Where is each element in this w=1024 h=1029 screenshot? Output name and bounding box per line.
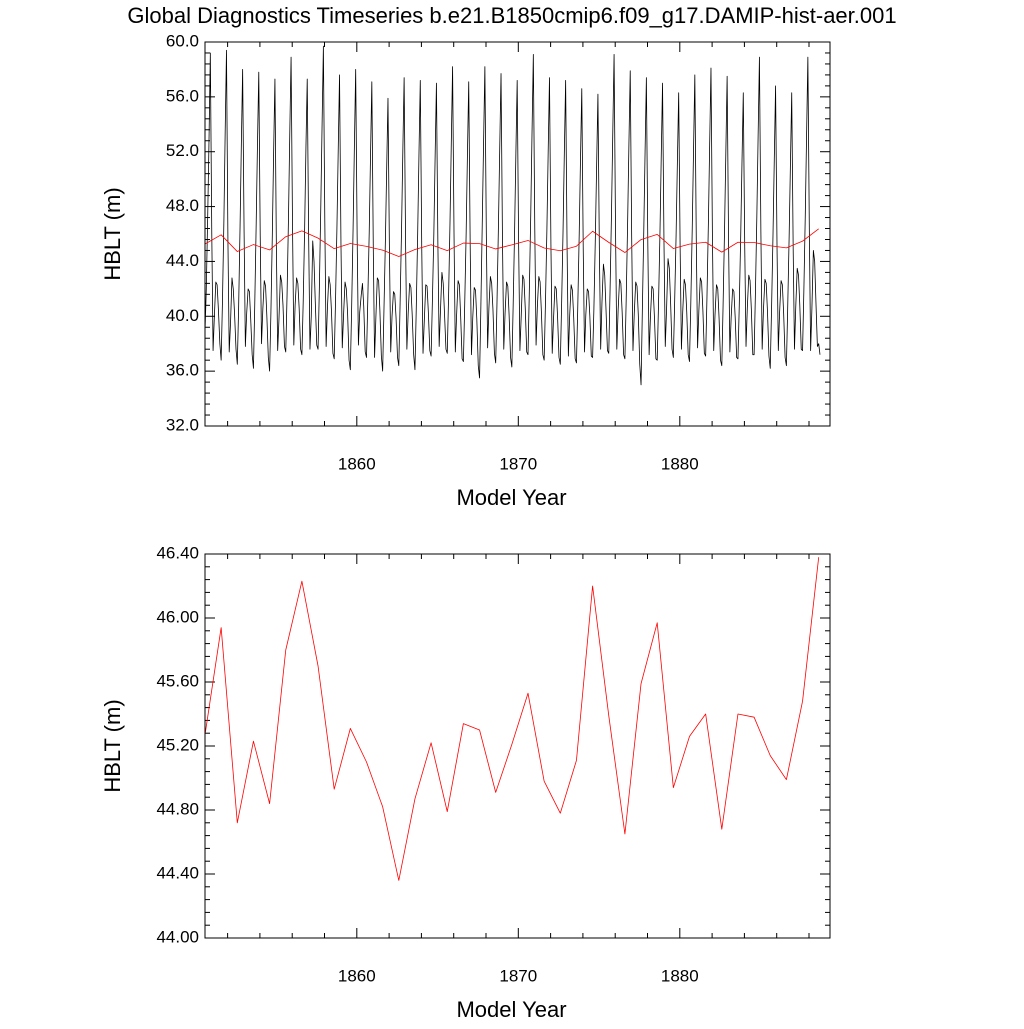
y-tick-label: 46.40 bbox=[156, 543, 199, 562]
y-tick-label: 44.0 bbox=[166, 251, 199, 270]
y-axis-title: HBLT (m) bbox=[100, 699, 125, 792]
y-tick-label: 44.00 bbox=[156, 927, 199, 946]
series-line bbox=[204, 45, 821, 386]
y-tick-label: 46.00 bbox=[156, 607, 199, 626]
y-tick-label: 60.0 bbox=[166, 31, 199, 50]
y-tick-label: 40.0 bbox=[166, 306, 199, 325]
x-tick-label: 1860 bbox=[338, 454, 376, 473]
x-axis-title: Model Year bbox=[456, 997, 566, 1022]
plot-frame bbox=[204, 553, 831, 939]
y-tick-label: 52.0 bbox=[166, 141, 199, 160]
series-line bbox=[204, 557, 820, 881]
y-tick-label: 32.0 bbox=[166, 415, 199, 434]
x-tick-label: 1860 bbox=[338, 966, 376, 985]
x-tick-label: 1870 bbox=[499, 966, 537, 985]
y-tick-label: 44.80 bbox=[156, 799, 199, 818]
y-tick-label: 56.0 bbox=[166, 86, 199, 105]
y-axis-title: HBLT (m) bbox=[100, 187, 125, 280]
chart-title: Global Diagnostics Timeseries b.e21.B185… bbox=[127, 3, 896, 28]
y-tick-label: 45.20 bbox=[156, 735, 199, 754]
plot-frame bbox=[204, 41, 831, 427]
x-tick-label: 1880 bbox=[661, 966, 699, 985]
x-tick-label: 1870 bbox=[499, 454, 537, 473]
y-tick-label: 36.0 bbox=[166, 361, 199, 380]
x-tick-label: 1880 bbox=[661, 454, 699, 473]
y-tick-label: 48.0 bbox=[166, 196, 199, 215]
y-tick-label: 45.60 bbox=[156, 671, 199, 690]
x-axis-title: Model Year bbox=[456, 485, 566, 510]
series-line bbox=[204, 228, 819, 257]
y-tick-label: 44.40 bbox=[156, 863, 199, 882]
